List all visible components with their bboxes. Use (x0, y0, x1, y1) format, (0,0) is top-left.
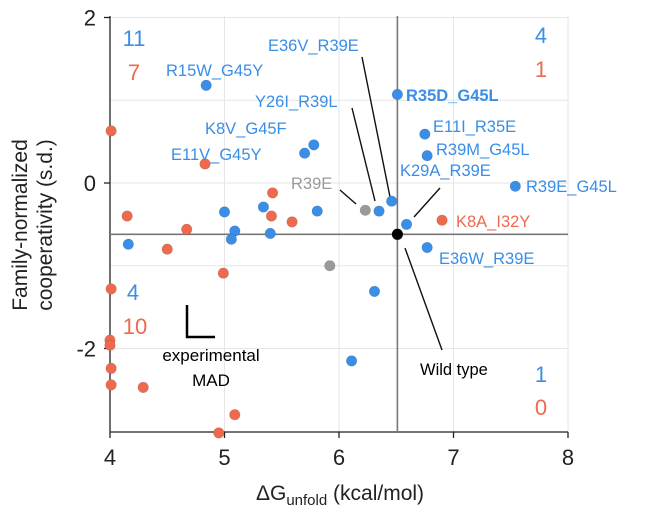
data-point-red (229, 409, 241, 421)
x-tick-label: 6 (333, 445, 345, 470)
data-point-blue (419, 128, 431, 140)
leader-line (339, 189, 357, 205)
point-label: Y26I_R39L (255, 93, 338, 111)
data-point-red (266, 187, 279, 199)
data-point-red (137, 381, 149, 393)
x-tick-label: 4 (104, 445, 116, 470)
data-point-blue (421, 241, 433, 254)
data-point-red (105, 379, 117, 391)
data-point-gray (324, 260, 336, 272)
point-label: R35D_G45L (406, 87, 499, 105)
count-bottom-left-red: 10 (123, 314, 147, 339)
point-labels: R15W_G45Y R35D_G45L E11I_R35E R39M_G45L R39E… (166, 37, 617, 379)
data-point-blue (368, 285, 381, 298)
ticks: 4 5 6 7 8 2 0 -2 (76, 6, 574, 471)
mad-annotation: experimental MAD (162, 305, 260, 390)
data-point-red (105, 362, 117, 374)
y-axis-label-line2: cooperativity (s.d.) (34, 139, 57, 311)
data-point-red (286, 216, 298, 228)
data-point-blue (200, 79, 212, 91)
leader-line (404, 247, 443, 351)
mad-label-line2: MAD (192, 371, 230, 390)
point-label: R39E (291, 175, 332, 193)
data-point-red (217, 267, 229, 279)
quadrant-counts: 11 7 4 1 4 10 1 0 (123, 23, 548, 420)
count-top-left-blue: 11 (123, 26, 146, 51)
mad-scale-bar (185, 305, 215, 339)
count-top-left-red: 7 (128, 60, 140, 85)
leader-lines (339, 56, 443, 351)
data-point-blue (400, 218, 413, 230)
y-axis-label-line1: Family-normalized (9, 139, 32, 311)
data-point-red (265, 210, 278, 222)
data-point-red (181, 223, 193, 235)
point-label: K8A_I32Y (456, 213, 530, 231)
x-tick-label: 5 (218, 445, 230, 470)
data-point-blue (299, 147, 311, 159)
points (104, 79, 521, 439)
data-point-blue (345, 355, 358, 367)
y-tick-label: -2 (76, 337, 96, 362)
point-label: R15W_G45Y (166, 62, 263, 80)
x-axis-label: ΔGunfold (kcal/mol) (256, 482, 424, 509)
data-point-blue (391, 88, 403, 101)
data-point-red (213, 427, 225, 439)
mad-label-line1: experimental (162, 346, 259, 365)
leader-line (351, 107, 376, 202)
data-point-red (199, 158, 211, 170)
data-point-blue (311, 205, 323, 217)
data-point-blue (122, 238, 134, 250)
point-label: R39E_G45L (526, 178, 617, 196)
point-label: E11V_G45Y (171, 146, 262, 164)
point-label: E36V_R39E (268, 37, 359, 55)
x-tick-label: 8 (562, 445, 574, 470)
count-bottom-right-blue: 1 (535, 362, 547, 387)
point-label: E11I_R35E (433, 118, 516, 136)
grid (110, 16, 569, 432)
data-point-red (121, 210, 133, 222)
count-bottom-left-blue: 4 (127, 280, 139, 305)
data-point-gray (359, 204, 371, 216)
data-point-red (104, 339, 116, 351)
data-point-blue (373, 205, 385, 217)
data-point-red (161, 243, 173, 255)
point-label: R39M_G45L (436, 141, 530, 159)
x-tick-label: 7 (447, 445, 459, 470)
leader-line (413, 187, 441, 218)
data-point-blue (264, 227, 276, 240)
point-label: K29A_R39E (400, 162, 491, 180)
data-point-blue (421, 150, 433, 162)
data-point-red (436, 214, 448, 226)
data-point-red (105, 125, 117, 137)
point-label: Wild type (420, 361, 488, 379)
data-point-red (105, 283, 117, 295)
data-point-blue (225, 233, 237, 245)
data-point-blue (509, 180, 521, 192)
point-label: K8V_G45F (205, 120, 287, 138)
count-top-right-red: 1 (535, 57, 547, 82)
y-axis-label: Family-normalized cooperativity (s.d.) (9, 139, 57, 311)
data-point-blue (386, 195, 398, 207)
count-top-right-blue: 4 (535, 23, 547, 48)
data-point-blue (218, 206, 231, 218)
y-tick-label: 2 (84, 6, 96, 31)
leader-line (361, 56, 391, 198)
data-point-blue (308, 139, 320, 151)
count-bottom-right-red: 0 (535, 395, 547, 420)
point-label: E36W_R39E (439, 250, 534, 268)
data-point-black (391, 228, 404, 241)
y-tick-label: 0 (84, 171, 96, 196)
data-point-blue (257, 201, 270, 213)
